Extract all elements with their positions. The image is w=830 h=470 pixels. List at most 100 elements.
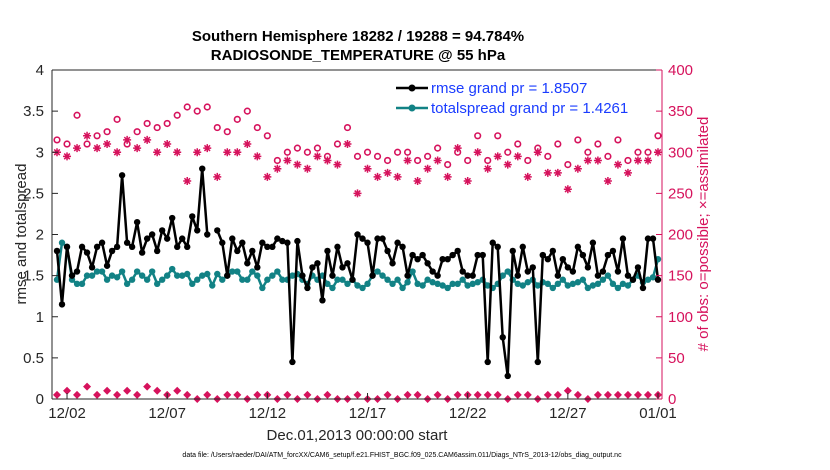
obs-assimilated-marker <box>213 172 222 181</box>
obs-assimilated-marker <box>243 140 252 149</box>
obs-possible-marker <box>83 140 91 148</box>
obs-assimilated-marker <box>353 189 362 198</box>
obs-possible-marker <box>233 115 241 123</box>
rmse-point <box>329 272 336 279</box>
rmse-point <box>214 227 221 234</box>
chart-title-line1: Southern Hemisphere 18282 / 19288 = 94.7… <box>192 28 524 45</box>
rmse-point <box>163 235 171 242</box>
obs-possible-marker <box>614 136 622 144</box>
obs-rejected-marker <box>103 386 112 395</box>
rmse-point <box>279 237 286 245</box>
rmse-point <box>639 284 647 292</box>
obs-rejected-marker <box>123 386 132 395</box>
obs-possible-marker <box>403 148 412 156</box>
obs-assimilated-marker <box>563 185 572 194</box>
rmse-point <box>138 249 146 256</box>
totalspread-point <box>469 280 476 288</box>
rmse-point <box>654 276 662 283</box>
totalspread-point <box>179 272 186 279</box>
rmse-point <box>449 251 456 259</box>
chart-title-line2: RADIOSONDE_TEMPERATURE @ 55 hPa <box>211 47 506 64</box>
obs-possible-marker <box>554 140 562 148</box>
series-layer <box>53 103 662 403</box>
obs-assimilated-marker <box>473 148 482 157</box>
rmse-point <box>589 239 597 246</box>
rmse-point <box>444 255 451 263</box>
obs-possible-marker <box>584 148 592 156</box>
obs-rejected-marker <box>413 390 422 399</box>
obs-possible-marker <box>464 156 472 165</box>
totalspread-point <box>153 280 161 288</box>
obs-assimilated-marker <box>413 177 422 186</box>
rmse-point <box>194 227 201 234</box>
obs-assimilated-marker <box>633 156 642 165</box>
totalspread-point <box>399 284 406 292</box>
totalspread-point <box>244 276 251 283</box>
obs-possible-marker <box>193 107 201 115</box>
rmse-point <box>319 297 326 304</box>
obs-rejected-marker <box>543 390 552 399</box>
totalspread-point <box>439 282 446 289</box>
x-axis-ticks: 12/02 12/07 12/12 12/17 12/22 12/27 01/01 <box>48 393 677 422</box>
rmse-point <box>174 243 181 251</box>
totalspread-point <box>249 268 256 275</box>
totalspread-point <box>589 282 597 289</box>
totalspread-point <box>504 268 511 275</box>
totalspread-point <box>649 274 657 281</box>
rmse-point <box>524 268 531 275</box>
obs-assimilated-marker <box>173 148 182 157</box>
totalspread-point <box>359 284 366 292</box>
left-tick-label: 1 <box>36 309 44 326</box>
totalspread-point <box>239 276 246 283</box>
obs-possible-marker <box>353 152 362 160</box>
obs-possible-marker <box>514 140 522 148</box>
rmse-point <box>549 247 557 255</box>
obs-assimilated-marker <box>113 148 122 157</box>
obs-assimilated-marker <box>453 144 462 153</box>
totalspread-point <box>264 276 271 283</box>
rmse-point <box>339 264 346 271</box>
rmse-point <box>504 372 511 380</box>
totalspread-point <box>334 276 341 283</box>
obs-rejected-marker <box>83 382 92 391</box>
rmse-point <box>219 239 226 246</box>
obs-possible-marker <box>564 160 572 169</box>
right-tick-label: 200 <box>668 227 693 244</box>
obs-rejected-marker <box>573 390 582 399</box>
x-tick-label: 12/27 <box>549 405 587 422</box>
legend-label-totalspread: totalspread grand pr = 1.4261 <box>431 100 628 117</box>
totalspread-point <box>604 272 612 279</box>
rmse-point <box>644 235 652 242</box>
rmse-point <box>309 264 316 271</box>
right-tick-label: 350 <box>668 103 693 120</box>
rmse-point <box>143 235 151 242</box>
rmse-point <box>284 239 291 246</box>
rmse-point <box>344 260 351 267</box>
obs-assimilated-marker <box>643 156 652 165</box>
totalspread-point <box>103 276 111 283</box>
totalspread-point <box>409 268 416 275</box>
rmse-point <box>484 358 491 366</box>
obs-possible-marker <box>153 123 161 132</box>
obs-assimilated-marker <box>553 168 562 177</box>
rmse-point <box>454 247 461 255</box>
rmse-point <box>78 243 86 251</box>
totalspread-point <box>594 280 602 288</box>
obs-assimilated-marker <box>603 177 612 186</box>
totalspread-point <box>389 280 396 288</box>
totalspread-point <box>254 272 261 279</box>
obs-possible-marker <box>343 123 352 132</box>
obs-assimilated-marker <box>513 152 522 161</box>
totalspread-point <box>108 272 116 279</box>
obs-assimilated-marker <box>273 164 282 173</box>
obs-rejected-marker <box>353 390 362 399</box>
rmse-point <box>409 251 416 259</box>
totalspread-point <box>78 280 86 288</box>
x-tick-label: 12/22 <box>449 405 487 422</box>
totalspread-point <box>214 270 221 278</box>
obs-assimilated-marker <box>83 131 92 140</box>
totalspread-point <box>384 276 391 283</box>
rmse-point <box>264 243 271 251</box>
rmse-point <box>509 247 516 255</box>
totalspread-point <box>58 239 66 246</box>
